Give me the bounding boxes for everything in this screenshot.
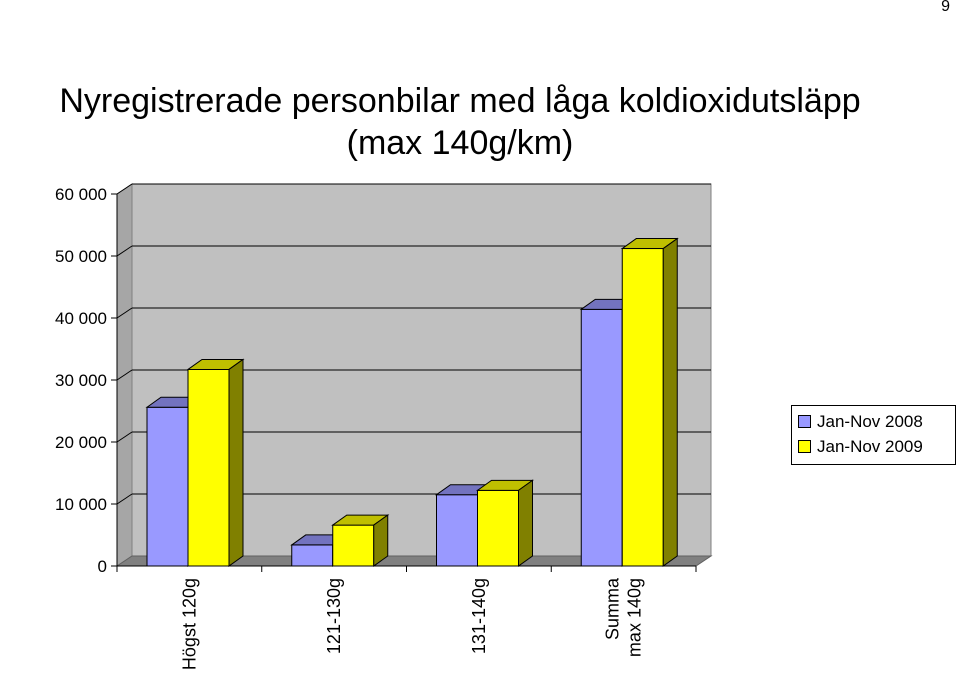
bar-side [373,514,389,567]
y-tick-label: 40 000 [55,309,107,328]
chart-title: Nyregistrerade personbilar med låga kold… [59,82,861,120]
y-tick-label: 30 000 [55,371,107,390]
bar-2009 [187,368,230,567]
legend-label-2008: Jan-Nov 2008 [817,411,923,431]
legend-item-2009: Jan-Nov 2009 [798,434,955,459]
x-category-label: 131-140g [469,578,489,654]
bar-2009 [477,489,519,567]
chart-subtitle: (max 140g/km) [346,124,574,162]
gridline-side [116,431,133,443]
gridline-side [116,493,133,505]
y-tick-label: 0 [98,557,107,576]
x-category-label: Summa [603,577,623,640]
x-category-label: Högst 120g [179,578,199,670]
bar-side [662,237,678,567]
page-number: 9 [941,0,950,15]
y-tick-label: 10 000 [55,495,107,514]
bar-2008 [291,544,334,567]
gridline-side [116,183,133,195]
bar-side [518,479,533,567]
bar-2009 [621,248,664,567]
bar-2008 [580,308,623,567]
gridline-side [116,307,133,319]
legend-swatch-2008 [798,415,811,428]
y-tick-label: 50 000 [55,247,107,266]
chart-title-block: Nyregistrerade personbilar med låga kold… [0,80,920,164]
gridline-side [116,369,133,381]
bar-side [228,358,244,567]
x-category-label: 121-130g [324,578,344,654]
y-tick-label: 20 000 [55,433,107,452]
legend-swatch-2009 [798,440,811,453]
bar-2008 [436,494,478,567]
y-tick-label: 60 000 [55,185,107,204]
legend-label-2009: Jan-Nov 2009 [817,436,923,456]
x-category-label: max 140g [625,578,645,657]
gridline-side [116,245,133,257]
legend-item-2008: Jan-Nov 2008 [798,409,955,434]
legend: Jan-Nov 2008 Jan-Nov 2009 [791,405,956,465]
bar-2008 [146,406,189,567]
bar-2009 [332,524,375,567]
